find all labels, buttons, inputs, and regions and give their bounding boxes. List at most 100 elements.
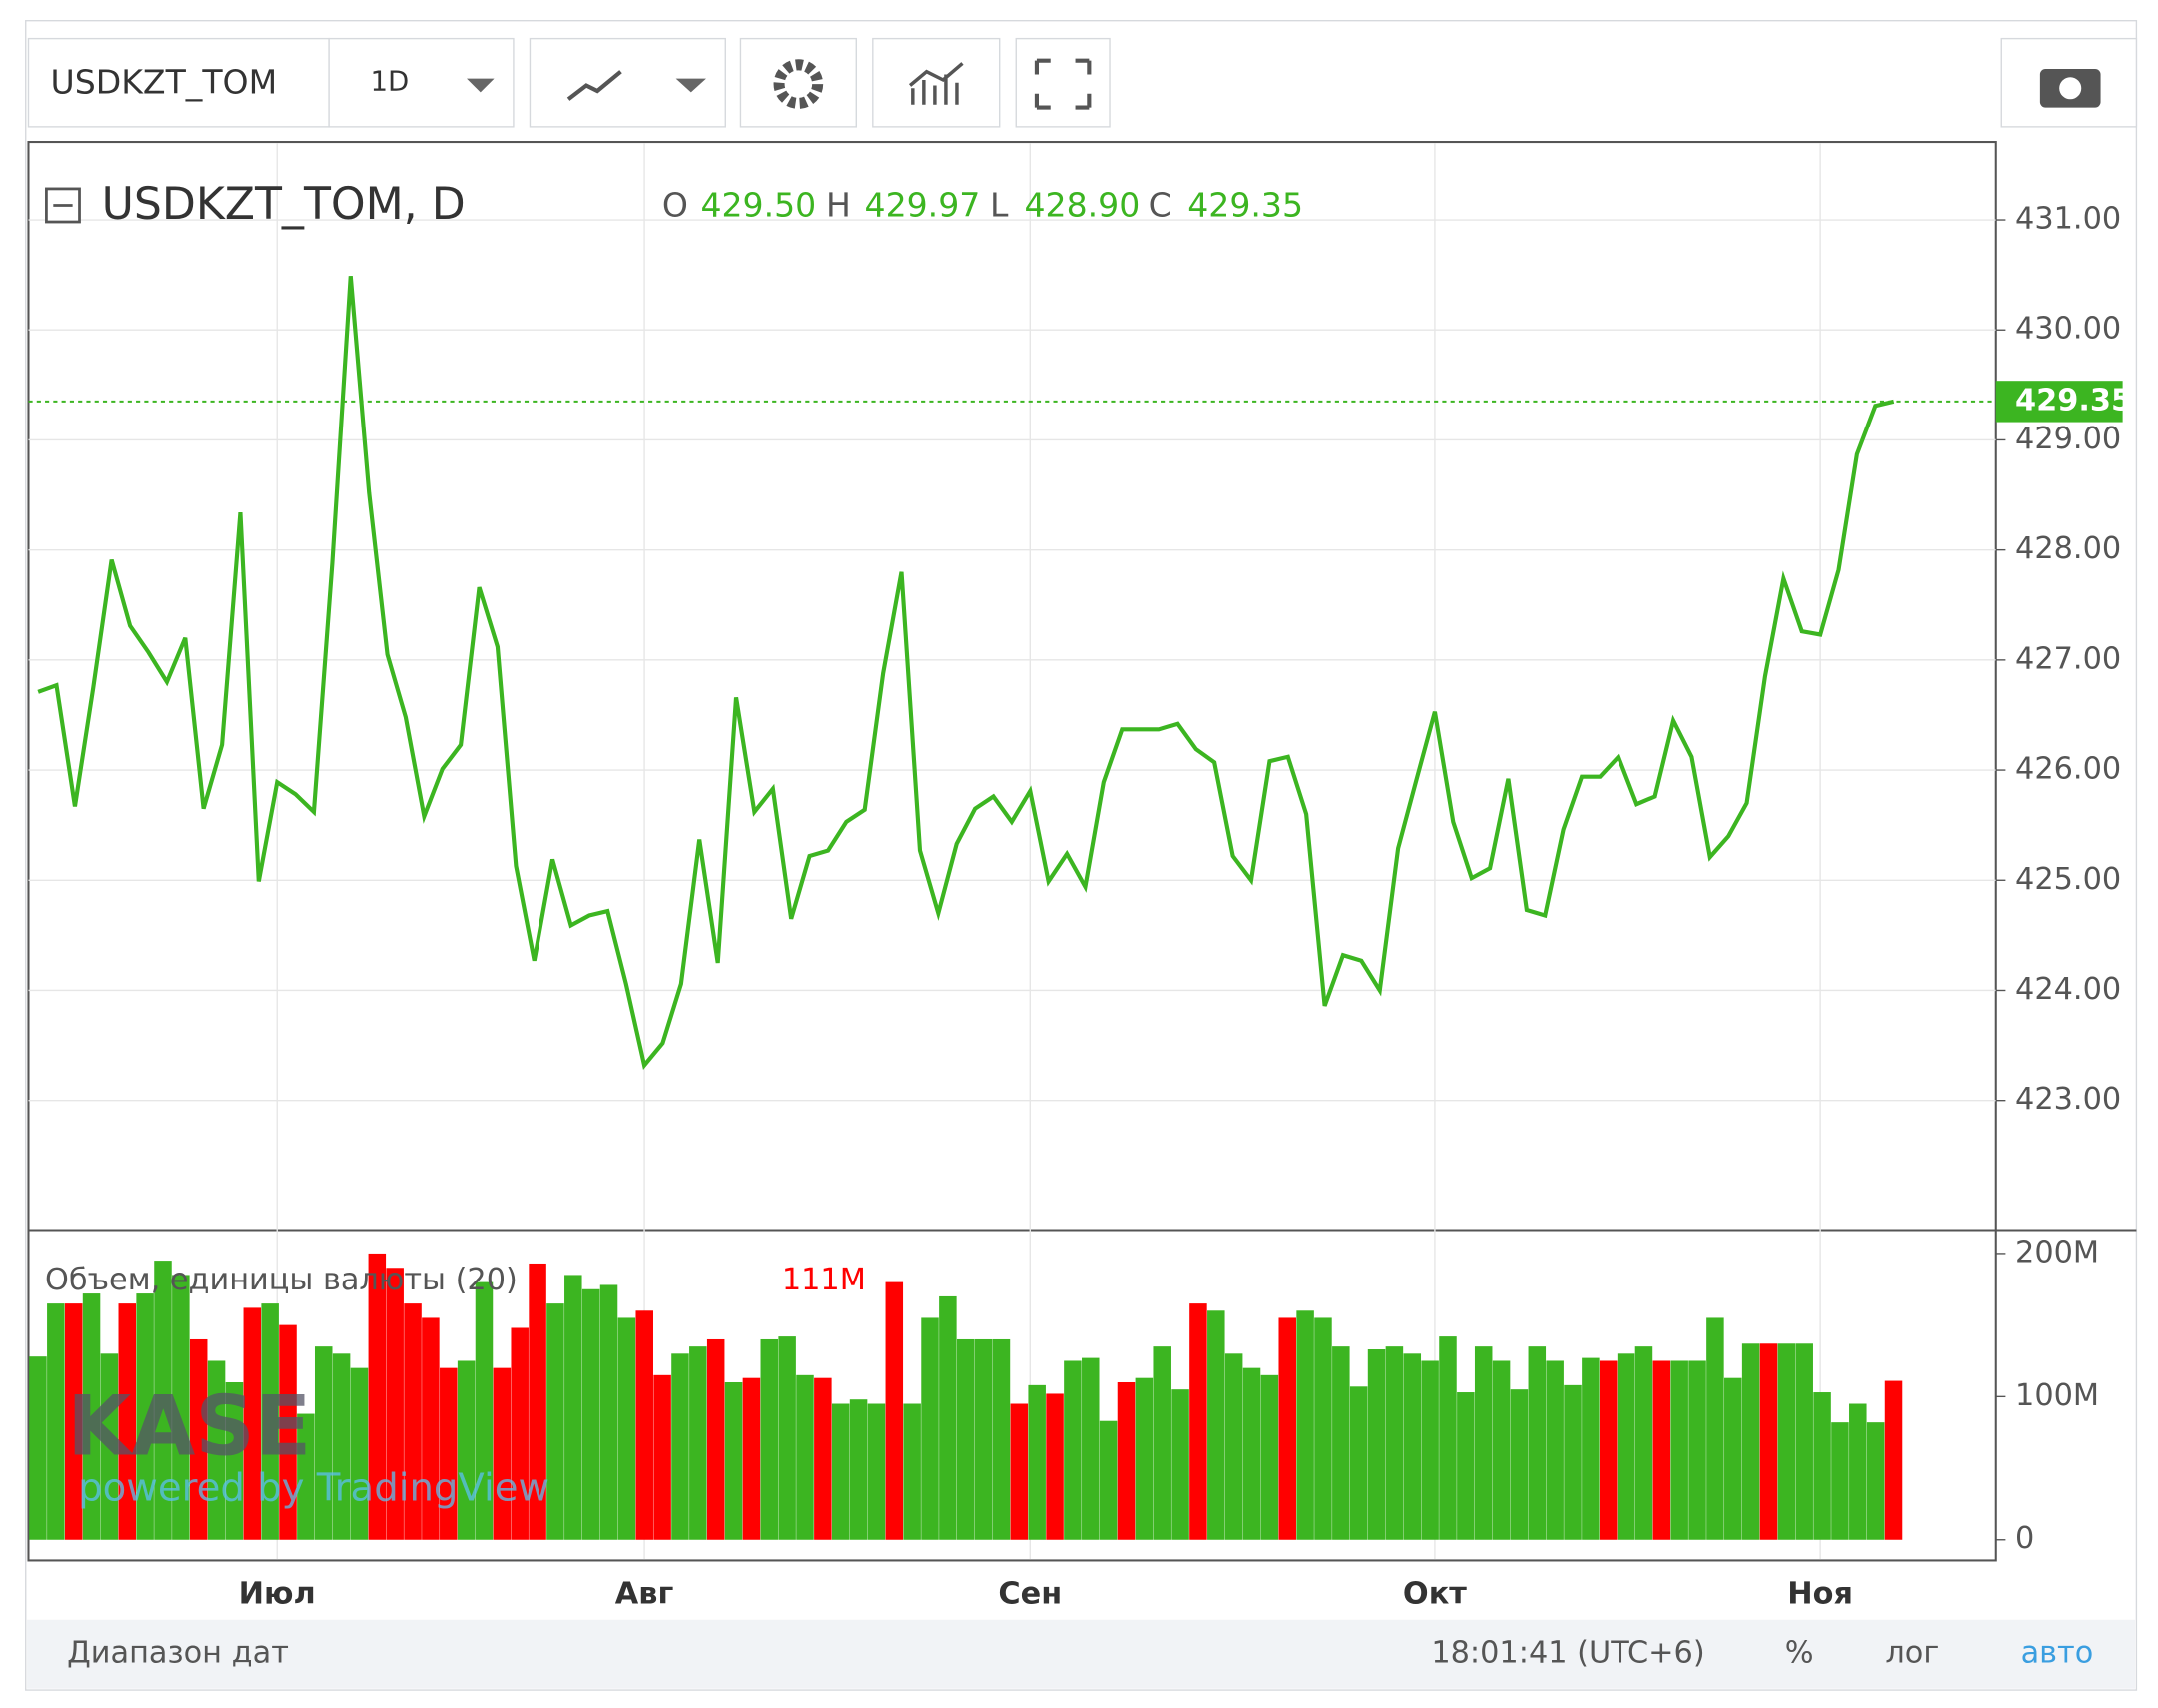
volume-bar bbox=[1421, 1360, 1439, 1540]
volume-bar bbox=[1278, 1317, 1296, 1540]
volume-bar bbox=[1670, 1360, 1688, 1540]
volume-bar bbox=[814, 1377, 832, 1540]
volume-bar bbox=[207, 1360, 226, 1540]
volume-bar bbox=[1082, 1357, 1100, 1540]
volume-bar bbox=[29, 1356, 47, 1540]
y-tick-label: 100M bbox=[2015, 1378, 2099, 1413]
volume-bar bbox=[1064, 1360, 1082, 1540]
y-tick-label: 200M bbox=[2015, 1235, 2099, 1270]
volume-bar bbox=[546, 1303, 564, 1540]
y-tick-label: 423.00 bbox=[2015, 1082, 2121, 1117]
symbol[interactable]: USDKZT_TOM bbox=[51, 63, 278, 102]
volume-bar bbox=[599, 1284, 618, 1540]
volume-bar bbox=[1224, 1353, 1243, 1540]
volume-bar bbox=[1135, 1377, 1154, 1540]
volume-bar bbox=[368, 1253, 387, 1540]
auto-toggle[interactable]: авто bbox=[2021, 1636, 2094, 1671]
legend-o-label: O bbox=[662, 185, 688, 224]
volume-bar bbox=[1403, 1353, 1422, 1540]
fullscreen-button[interactable] bbox=[1015, 37, 1111, 128]
x-tick-label: Ноя bbox=[1787, 1576, 1853, 1611]
volume-title: Объем, единицы валюты (20) bbox=[45, 1263, 518, 1297]
plot-border bbox=[27, 141, 1997, 1562]
dropdown[interactable] bbox=[675, 78, 706, 93]
volume-bar bbox=[1634, 1346, 1653, 1540]
dropdown[interactable] bbox=[467, 78, 495, 93]
volume-bar bbox=[279, 1324, 297, 1540]
volume-bar bbox=[1706, 1317, 1724, 1540]
date-range[interactable]: Диапазон дат bbox=[67, 1636, 289, 1671]
legend-c-label: C bbox=[1149, 185, 1172, 224]
camera-lens bbox=[2059, 77, 2082, 100]
volume-bar bbox=[939, 1295, 957, 1540]
volume-bar bbox=[921, 1317, 939, 1540]
watermark-powered: powered by TradingView bbox=[78, 1466, 549, 1511]
volume-bar bbox=[1260, 1374, 1279, 1540]
y-tick-label: 427.00 bbox=[2015, 641, 2121, 676]
y-tick-label: 431.00 bbox=[2015, 202, 2121, 237]
volume-bar bbox=[440, 1367, 458, 1540]
watermark: KASE powered by TradingView bbox=[67, 1378, 549, 1511]
volume-bar bbox=[1349, 1386, 1368, 1540]
volume-bar bbox=[1724, 1377, 1742, 1540]
volume-bar bbox=[617, 1317, 636, 1540]
volume-bar bbox=[1028, 1384, 1046, 1540]
log-toggle[interactable]: лог bbox=[1885, 1636, 1939, 1671]
legend-l: 428.90 bbox=[1025, 185, 1141, 224]
volume-bar bbox=[635, 1310, 653, 1540]
volume-bar bbox=[849, 1399, 868, 1540]
volume-bar bbox=[1010, 1403, 1029, 1540]
volume-bar bbox=[1207, 1310, 1225, 1540]
volume-bar bbox=[1546, 1360, 1564, 1540]
fullscreen-icon bbox=[1034, 58, 1092, 110]
volume-bar bbox=[1741, 1343, 1760, 1540]
volume-bar bbox=[172, 1275, 190, 1540]
legend-c: 429.35 bbox=[1187, 185, 1303, 224]
volume-bar bbox=[1564, 1384, 1582, 1540]
x-tick-label: Сен bbox=[998, 1576, 1062, 1611]
volume-bar bbox=[1652, 1360, 1671, 1540]
last-price-label: 429.35 bbox=[2015, 383, 2132, 418]
line-icon bbox=[566, 70, 622, 101]
volume-bar bbox=[118, 1303, 137, 1540]
volume-bar bbox=[1189, 1303, 1207, 1540]
percent-toggle[interactable]: % bbox=[1785, 1636, 1814, 1671]
volume-bar bbox=[136, 1293, 154, 1540]
clock: 18:01:41 (UTC+6) bbox=[1431, 1636, 1704, 1671]
legend-o: 429.50 bbox=[700, 185, 816, 224]
footer: Диапазон дат 18:01:41 (UTC+6) % лог авто bbox=[27, 1619, 2136, 1689]
volume-bar bbox=[529, 1263, 546, 1540]
volume-bar bbox=[1759, 1343, 1778, 1540]
volume-bar bbox=[956, 1338, 975, 1540]
volume-bar bbox=[1492, 1360, 1511, 1540]
volume-bar bbox=[992, 1338, 1011, 1540]
volume-bar bbox=[64, 1303, 83, 1540]
volume-bar bbox=[1866, 1422, 1885, 1540]
settings-button[interactable] bbox=[739, 37, 857, 128]
volume-bar bbox=[760, 1338, 779, 1540]
volume-bar bbox=[1831, 1422, 1849, 1540]
volume-bar bbox=[422, 1317, 440, 1540]
volume-bar bbox=[1528, 1346, 1547, 1540]
volume-bar bbox=[1117, 1381, 1136, 1540]
indicators-button[interactable] bbox=[872, 37, 1001, 128]
volume-bar bbox=[297, 1413, 315, 1540]
volume-bar bbox=[1046, 1393, 1064, 1540]
volume-bar bbox=[653, 1374, 671, 1540]
legend-h: 429.97 bbox=[865, 185, 981, 224]
grid: 423.00 424.00 425.00 426.00 427.00 428.00 429.… bbox=[28, 143, 2121, 1611]
volume-bar bbox=[1510, 1389, 1529, 1540]
volume-bar bbox=[261, 1303, 279, 1540]
volume-bar bbox=[1457, 1392, 1475, 1540]
volume-bar bbox=[1296, 1310, 1314, 1540]
volume-bar bbox=[100, 1353, 119, 1540]
volume-bar bbox=[974, 1338, 993, 1540]
volume-bar bbox=[332, 1353, 351, 1540]
volume-bar bbox=[82, 1293, 101, 1540]
symbol-box[interactable] bbox=[27, 37, 330, 128]
legend-title: USDKZT_TOM, D bbox=[102, 179, 466, 230]
volume-bar bbox=[831, 1403, 850, 1540]
volume-bar bbox=[47, 1303, 65, 1540]
interval[interactable]: 1D bbox=[370, 65, 409, 98]
